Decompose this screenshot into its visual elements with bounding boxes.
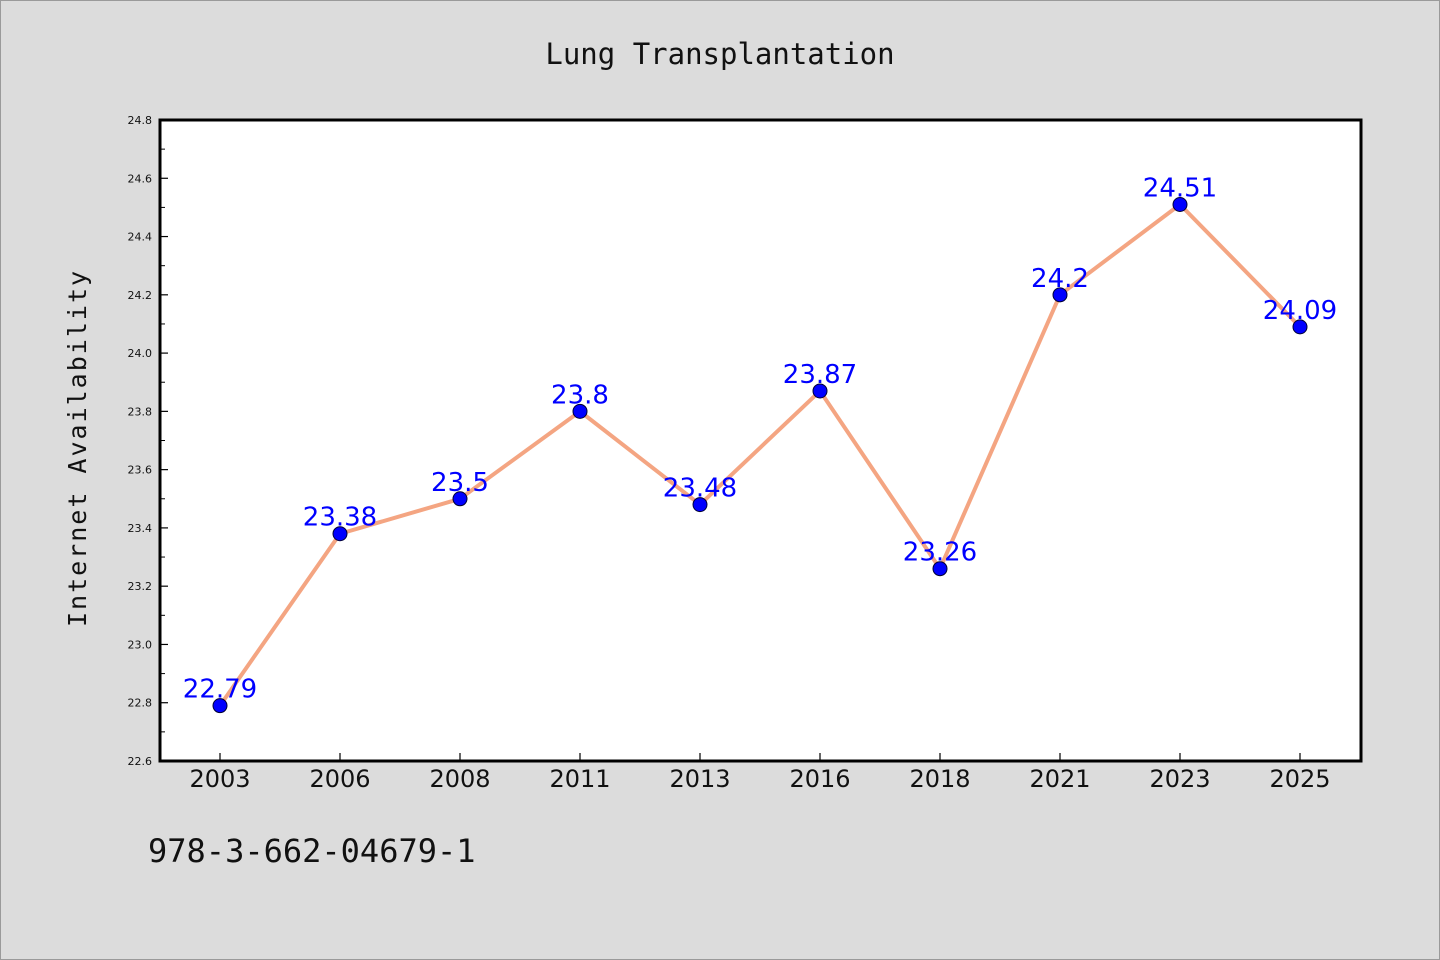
x-tick-label: 2018: [909, 765, 970, 793]
x-tick-label: 2016: [789, 765, 850, 793]
y-tick-label: 24.2: [128, 289, 153, 302]
series-line: [218, 202, 1302, 707]
x-tick-label: 2003: [189, 765, 250, 793]
series-layer: [212, 196, 1308, 714]
data-label: 22.79: [183, 675, 257, 705]
x-tick-label: 2023: [1149, 765, 1210, 793]
data-label: 23.87: [783, 360, 857, 390]
y-tick-label: 23.2: [128, 580, 153, 593]
x-tick-label: 2008: [429, 765, 490, 793]
data-point: [932, 561, 948, 577]
data-point: [332, 526, 348, 542]
y-tick-label: 24.0: [128, 347, 153, 360]
data-label: 24.51: [1143, 173, 1217, 203]
isbn-caption: 978-3-662-04679-1: [148, 832, 476, 870]
chart-title: Lung Transplantation: [545, 37, 894, 71]
y-tick-label: 23.6: [128, 464, 153, 477]
x-tick-label: 2013: [669, 765, 730, 793]
data-point: [812, 383, 828, 399]
y-tick-label: 22.8: [128, 697, 153, 710]
data-label: 23.26: [903, 538, 977, 568]
data-point: [1052, 287, 1068, 303]
y-tick-label: 23.8: [128, 405, 153, 418]
data-label: 24.2: [1031, 264, 1089, 294]
x-axis: 2003 2006 2008 2011 2013 2016 2018 2021 2023 2025: [189, 753, 1331, 793]
x-tick-label: 2011: [549, 765, 610, 793]
y-axis-label: Internet Availability: [63, 269, 92, 627]
plot-area: [158, 118, 1363, 763]
y-tick-label: 24.6: [128, 172, 153, 185]
data-point: [452, 491, 468, 507]
data-point: [692, 497, 708, 513]
y-tick-label: 23.0: [128, 638, 153, 651]
data-point: [572, 403, 588, 419]
x-tick-label: 2021: [1029, 765, 1090, 793]
y-tick-label: 24.8: [128, 114, 153, 127]
x-tick-label: 2025: [1269, 765, 1330, 793]
x-tick-label: 2006: [309, 765, 370, 793]
data-label: 24.09: [1263, 296, 1337, 326]
data-label: 23.38: [303, 503, 377, 533]
y-axis: 22.6 22.8 23.0 23.2 23.4 23.6 23.8 24.0 24.2 24.4…: [128, 114, 168, 768]
y-tick-label: 24.4: [128, 231, 153, 244]
data-labels: 22.79 23.38 23.5 23.8 23.48 23.87 23.26 24.2 24.…: [183, 173, 1337, 704]
y-tick-label: 23.4: [128, 522, 153, 535]
data-label: 23.8: [551, 380, 609, 410]
y-tick-label: 22.6: [128, 755, 153, 768]
data-point: [1172, 196, 1188, 212]
data-label: 23.5: [431, 468, 489, 498]
data-point: [212, 698, 228, 714]
data-point: [1292, 319, 1308, 335]
data-label: 23.48: [663, 474, 737, 504]
